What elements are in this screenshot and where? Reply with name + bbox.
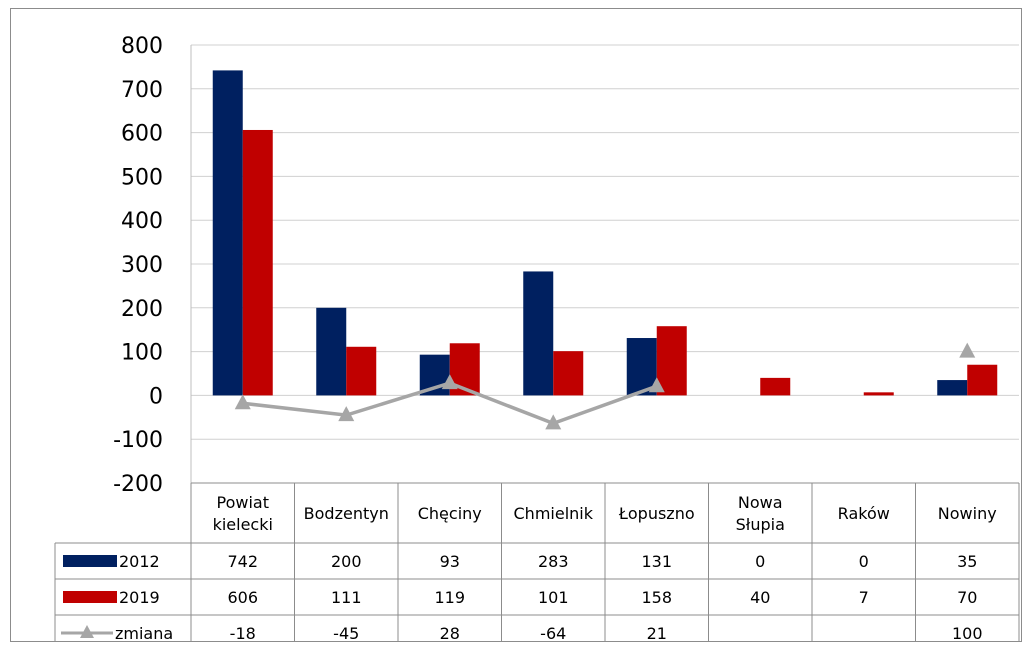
data-label: 35 bbox=[957, 552, 977, 571]
bar-2019 bbox=[346, 346, 377, 396]
data-label: 158 bbox=[641, 588, 672, 607]
data-label: 119 bbox=[434, 588, 465, 607]
data-label: 606 bbox=[227, 588, 258, 607]
y-tick-label: 100 bbox=[121, 341, 163, 366]
bar-2012 bbox=[316, 307, 347, 396]
legend-label-2019: 2019 bbox=[119, 588, 160, 607]
bar-2019 bbox=[760, 377, 791, 396]
y-tick-label: -100 bbox=[113, 428, 163, 453]
data-label: -45 bbox=[333, 624, 359, 641]
y-tick-label: 300 bbox=[121, 253, 163, 278]
bar-2019 bbox=[656, 326, 687, 396]
y-tick-label: 500 bbox=[121, 165, 163, 190]
category-label: kielecki bbox=[213, 515, 273, 534]
y-tick-label: 0 bbox=[149, 384, 163, 409]
data-label: 0 bbox=[755, 552, 765, 571]
marker-zmiana bbox=[234, 394, 251, 410]
chart-frame: -200 -100 0 100 200 300 400 500 600 700 800 Powiat… bbox=[10, 8, 1022, 642]
bar-2019 bbox=[967, 364, 998, 396]
category-label: Chęciny bbox=[418, 504, 482, 523]
data-label: 131 bbox=[641, 552, 672, 571]
legend-key-2012 bbox=[63, 555, 117, 567]
data-label: 100 bbox=[952, 624, 983, 641]
data-label: -64 bbox=[540, 624, 566, 641]
category-label: Chmielnik bbox=[514, 504, 594, 523]
category-label: Słupia bbox=[736, 515, 785, 534]
marker-zmiana bbox=[338, 406, 355, 422]
marker-zmiana bbox=[441, 374, 458, 390]
data-label: 283 bbox=[538, 552, 569, 571]
legend-label-zmiana: zmiana bbox=[115, 624, 173, 641]
data-label: 200 bbox=[331, 552, 362, 571]
legend-label-2012: 2012 bbox=[119, 552, 160, 571]
data-label: 93 bbox=[440, 552, 460, 571]
data-label: 21 bbox=[647, 624, 667, 641]
data-label: 101 bbox=[538, 588, 569, 607]
bar-2012 bbox=[626, 338, 657, 396]
bar-2012 bbox=[212, 70, 243, 396]
data-label: 111 bbox=[331, 588, 362, 607]
legend-marker-zmiana bbox=[80, 625, 94, 638]
y-tick-label: 400 bbox=[121, 209, 163, 234]
data-label: 70 bbox=[957, 588, 977, 607]
bar-2012 bbox=[523, 271, 554, 396]
marker-zmiana bbox=[959, 342, 976, 358]
data-label: 0 bbox=[859, 552, 869, 571]
bar-2019 bbox=[553, 351, 584, 396]
y-tick-label: 200 bbox=[121, 297, 163, 322]
y-tick-label: 800 bbox=[121, 34, 163, 59]
bar-2012 bbox=[937, 380, 968, 396]
category-label: Nowiny bbox=[938, 504, 997, 523]
data-label: 40 bbox=[750, 588, 770, 607]
legend-key-2019 bbox=[63, 591, 117, 603]
y-tick-label: 600 bbox=[121, 122, 163, 147]
marker-zmiana bbox=[648, 377, 665, 393]
category-label: Bodzentyn bbox=[304, 504, 389, 523]
data-label: 7 bbox=[859, 588, 869, 607]
y-tick-label: 700 bbox=[121, 78, 163, 103]
data-label: 742 bbox=[227, 552, 258, 571]
category-label: Nowa bbox=[738, 493, 783, 512]
y-tick-label: -200 bbox=[113, 472, 163, 497]
marker-zmiana bbox=[545, 414, 562, 430]
bar-2019 bbox=[242, 129, 273, 396]
category-label: Raków bbox=[838, 504, 890, 523]
category-label: Powiat bbox=[217, 493, 269, 512]
category-label: Łopuszno bbox=[618, 504, 695, 523]
bar-2019 bbox=[863, 392, 894, 396]
data-label: 28 bbox=[440, 624, 460, 641]
data-label: -18 bbox=[230, 624, 256, 641]
